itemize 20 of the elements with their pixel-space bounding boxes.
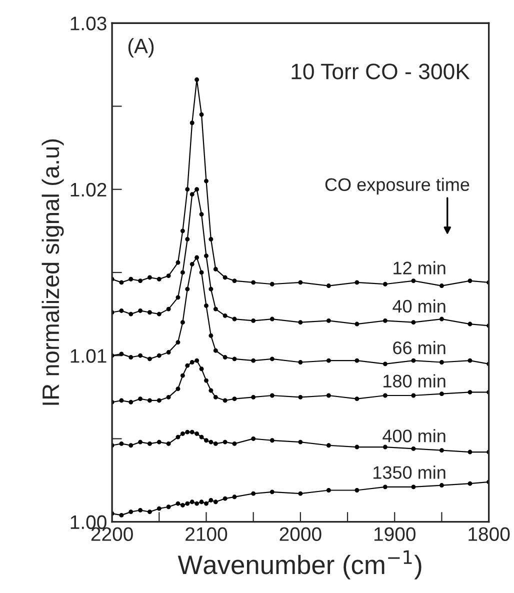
- x-tick-label: 2200: [91, 527, 133, 541]
- series-label: 180 min: [384, 374, 446, 388]
- y-tick-label: 1.00: [70, 515, 106, 530]
- annotation: (A): [128, 38, 154, 58]
- series-label: 40 min: [392, 299, 446, 313]
- x-tick-label: 2100: [186, 527, 228, 541]
- annotation: CO exposure time: [325, 178, 470, 195]
- annotation: 10 Torr CO - 300K: [292, 64, 470, 80]
- series-label: 1350 min: [374, 466, 446, 479]
- y-tick-label: 1.01: [70, 349, 106, 363]
- y-tick-label: 1.02: [70, 182, 106, 197]
- series-label: 400 min: [382, 429, 446, 442]
- x-tick-label: 1800: [468, 527, 510, 541]
- series-label: 12 min: [394, 261, 446, 274]
- y-axis-title: IR normalized signal (a.u): [42, 139, 64, 405]
- y-tick-label: 1.03: [70, 16, 106, 30]
- x-tick-label: 2000: [280, 527, 322, 541]
- x-axis-title: Wavenumber (cm$^{−1}$): [178, 550, 422, 580]
- x-tick-label: 1900: [374, 527, 416, 541]
- series-label: 66 min: [393, 340, 446, 354]
